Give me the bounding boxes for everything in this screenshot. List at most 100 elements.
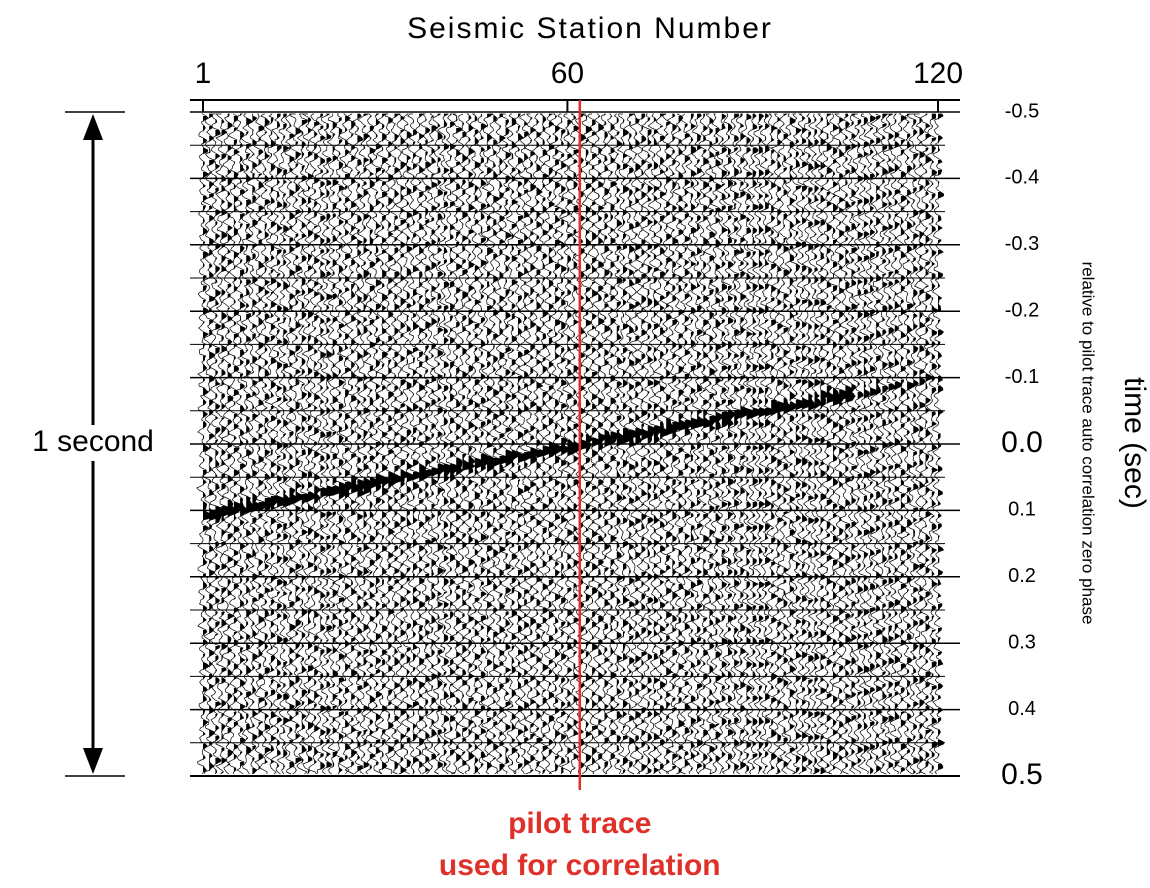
pilot-label: pilot trace	[508, 807, 651, 840]
trace	[436, 113, 457, 775]
chart-title: Seismic Station Number	[407, 12, 773, 45]
trace	[313, 113, 334, 775]
trace	[653, 113, 669, 775]
trace	[308, 113, 322, 775]
trace	[319, 113, 340, 775]
trace-panel	[196, 113, 945, 775]
trace	[400, 113, 417, 775]
trace	[523, 113, 542, 775]
trace	[221, 113, 240, 775]
trace	[282, 113, 300, 775]
trace-fill	[382, 114, 392, 770]
trace	[925, 113, 939, 775]
trace	[857, 113, 871, 775]
trace-fill	[375, 114, 384, 766]
trace	[215, 113, 235, 775]
trace	[721, 113, 736, 775]
trace	[703, 113, 721, 775]
trace-fill	[894, 114, 902, 768]
trace-fill	[641, 114, 654, 772]
trace-fill	[369, 116, 384, 770]
y-axis-subtitle: relative to pilot trace auto correlation…	[1079, 262, 1098, 625]
trace-fill	[295, 120, 306, 772]
trace	[746, 113, 763, 775]
trace	[665, 113, 686, 775]
trace	[628, 113, 643, 775]
y-tick-label: -0.4	[1005, 167, 1039, 189]
trace	[789, 113, 811, 775]
trace	[888, 113, 903, 775]
trace	[709, 113, 725, 775]
trace	[777, 113, 798, 775]
trace-fill	[561, 118, 570, 774]
trace-fill	[907, 114, 914, 768]
trace	[276, 113, 295, 775]
trace-fill	[499, 114, 510, 772]
trace	[795, 113, 816, 775]
trace	[529, 113, 547, 775]
pilot-label: used for correlation	[439, 849, 721, 882]
arrow-head	[83, 114, 103, 140]
trace-fill	[746, 114, 760, 772]
trace	[591, 113, 607, 775]
trace	[406, 113, 423, 775]
trace-fill	[227, 114, 240, 766]
trace	[906, 113, 920, 775]
trace	[554, 113, 570, 775]
trace-fill	[548, 114, 559, 766]
trace	[598, 113, 617, 775]
trace	[579, 113, 593, 775]
trace	[770, 113, 791, 775]
trace-fill	[919, 118, 926, 774]
trace-fill	[660, 114, 668, 770]
trace-fill	[740, 114, 752, 770]
trace	[295, 113, 316, 775]
trace-fill	[270, 114, 281, 764]
trace	[245, 113, 263, 775]
trace	[622, 113, 639, 775]
trace	[641, 113, 658, 775]
trace-fill	[604, 114, 616, 770]
y-tick-label: -0.2	[1005, 299, 1039, 321]
trace	[931, 113, 945, 775]
x-tick-label: 60	[551, 57, 584, 90]
trace	[338, 113, 354, 775]
trace-fill	[752, 114, 763, 770]
trace	[289, 113, 307, 775]
trace	[381, 113, 399, 775]
trace	[739, 113, 761, 775]
trace	[227, 113, 247, 775]
trace	[814, 113, 829, 775]
trace-fill	[443, 114, 457, 768]
y-tick-label: -0.5	[1005, 100, 1039, 122]
trace	[431, 113, 448, 775]
trace	[418, 113, 437, 775]
trace	[863, 113, 880, 775]
trace	[727, 113, 748, 775]
trace	[375, 113, 392, 775]
trace	[332, 113, 349, 775]
trace	[356, 113, 372, 775]
trace	[196, 113, 214, 775]
trace-fill	[246, 118, 257, 756]
trace	[758, 113, 775, 775]
trace	[801, 113, 817, 775]
y-tick-label: 0.2	[1008, 565, 1036, 587]
trace-fill	[697, 114, 708, 770]
trace	[820, 113, 840, 775]
trace-fill	[845, 114, 855, 770]
trace	[301, 113, 320, 775]
trace	[394, 113, 410, 775]
trace	[468, 113, 488, 775]
trace	[894, 113, 908, 775]
label-background	[10, 425, 175, 461]
trace	[807, 113, 822, 775]
trace	[696, 113, 713, 775]
trace	[919, 113, 934, 775]
trace	[913, 113, 926, 775]
trace	[838, 113, 855, 775]
trace	[505, 113, 522, 775]
trace	[536, 113, 557, 775]
trace	[752, 113, 771, 775]
